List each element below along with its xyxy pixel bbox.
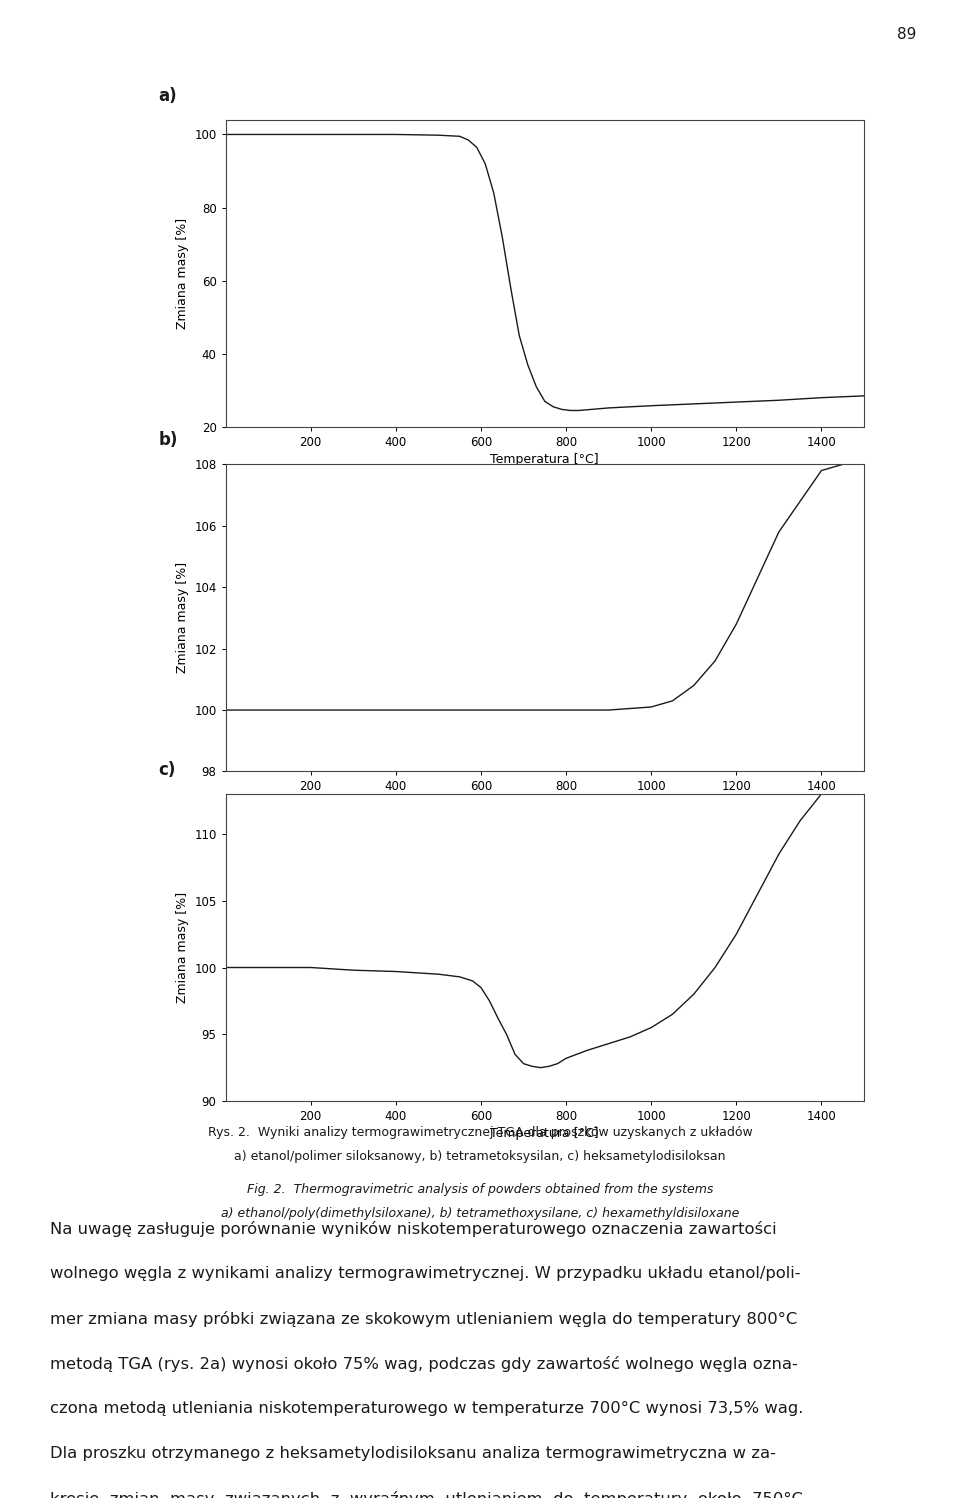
Text: a) ethanol/poly(dimethylsiloxane), b) tetramethoxysilane, c) hexamethyldisiloxan: a) ethanol/poly(dimethylsiloxane), b) te… (221, 1207, 739, 1221)
Text: Rys. 2.  Wyniki analizy termograwimetrycznej TGA dla proszków uzyskanych z układ: Rys. 2. Wyniki analizy termograwimetrycz… (207, 1126, 753, 1140)
Text: a) etanol/polimer siloksanowy, b) tetrametoksysilan, c) heksametylodisiloksan: a) etanol/polimer siloksanowy, b) tetram… (234, 1150, 726, 1164)
Y-axis label: Zmiana masy [%]: Zmiana masy [%] (176, 562, 189, 674)
X-axis label: Temperatura [°C]: Temperatura [°C] (491, 452, 599, 466)
Text: 89: 89 (898, 27, 917, 42)
Text: c): c) (158, 761, 176, 779)
Text: Fig. 2.  Thermogravimetric analysis of powders obtained from the systems: Fig. 2. Thermogravimetric analysis of po… (247, 1183, 713, 1197)
Y-axis label: Zmiana masy [%]: Zmiana masy [%] (176, 891, 189, 1004)
X-axis label: Temperatura [°C]: Temperatura [°C] (491, 797, 599, 810)
Text: Dla proszku otrzymanego z heksametylodisiloksanu analiza termograwimetryczna w z: Dla proszku otrzymanego z heksametylodis… (50, 1446, 776, 1461)
Text: a): a) (158, 87, 177, 105)
Text: Na uwagę zasługuje porównanie wyników niskotemperaturowego oznaczenia zawartości: Na uwagę zasługuje porównanie wyników ni… (50, 1221, 777, 1237)
Text: wolnego węgla z wynikami analizy termograwimetrycznej. W przypadku układu etanol: wolnego węgla z wynikami analizy termogr… (50, 1266, 801, 1281)
Y-axis label: Zmiana masy [%]: Zmiana masy [%] (176, 217, 189, 330)
X-axis label: Temperatura [°C]: Temperatura [°C] (491, 1126, 599, 1140)
Text: czona metodą utleniania niskotemperaturowego w temperaturze 700°C wynosi 73,5% w: czona metodą utleniania niskotemperaturo… (50, 1401, 804, 1416)
Text: kresie  zmian  masy  związanych  z  wyraźnym  utlenianiem  do  temperatury  okoł: kresie zmian masy związanych z wyraźnym … (50, 1491, 803, 1498)
Text: metodą TGA (rys. 2a) wynosi około 75% wag, podczas gdy zawartość wolnego węgla o: metodą TGA (rys. 2a) wynosi około 75% wa… (50, 1356, 798, 1372)
Text: mer zmiana masy próbki związana ze skokowym utlenianiem węgla do temperatury 800: mer zmiana masy próbki związana ze skoko… (50, 1311, 797, 1327)
Text: b): b) (158, 431, 178, 449)
